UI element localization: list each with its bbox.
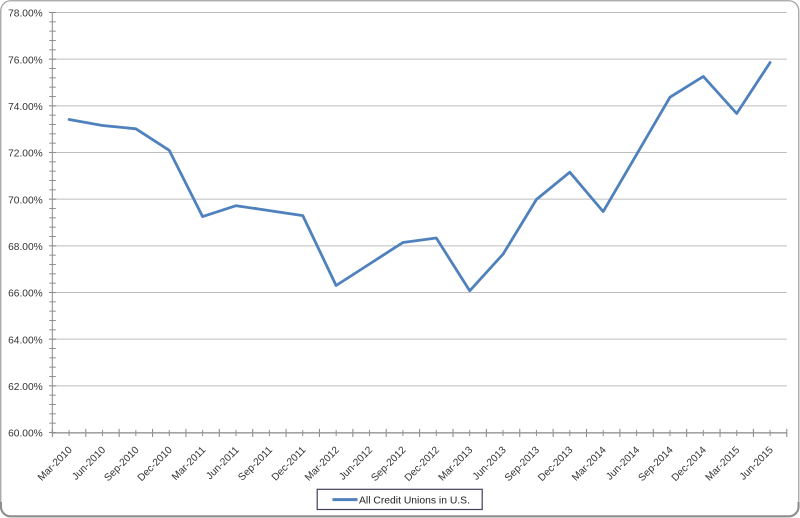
svg-text:62.00%: 62.00%: [8, 382, 43, 393]
svg-text:74.00%: 74.00%: [8, 102, 43, 113]
svg-text:All Credit Unions in U.S.: All Credit Unions in U.S.: [359, 495, 470, 506]
svg-text:76.00%: 76.00%: [8, 55, 43, 66]
svg-text:78.00%: 78.00%: [8, 9, 43, 20]
svg-text:66.00%: 66.00%: [8, 289, 43, 300]
svg-text:70.00%: 70.00%: [8, 195, 43, 206]
svg-text:72.00%: 72.00%: [8, 149, 43, 160]
svg-text:68.00%: 68.00%: [8, 242, 43, 253]
svg-text:64.00%: 64.00%: [8, 335, 43, 346]
svg-text:60.00%: 60.00%: [8, 429, 43, 440]
